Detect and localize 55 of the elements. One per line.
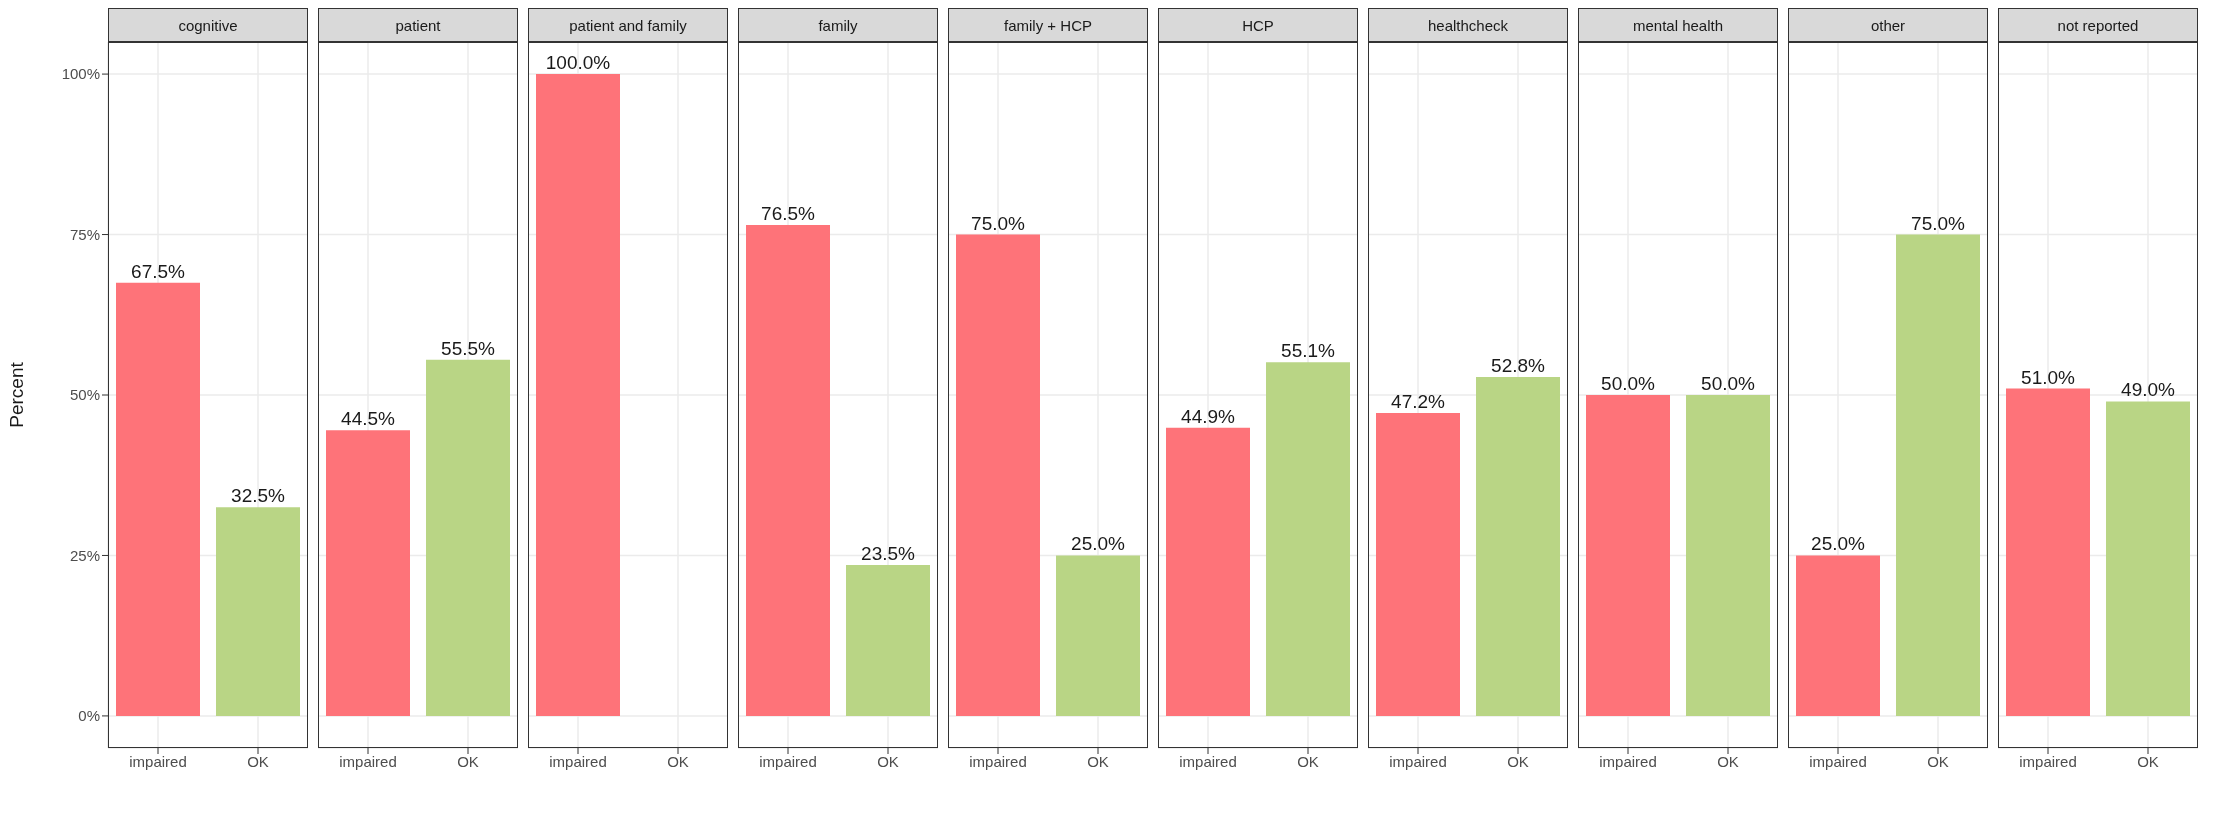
chart-title: patient [395,16,441,34]
data-label: 44.9% [1181,405,1236,427]
data-label: 55.5% [441,337,496,359]
data-label: 75.0% [971,212,1026,234]
chart-title: healthcheck [1427,16,1509,34]
x-tick-label: impaired [969,752,1027,770]
x-tick-label: OK [1297,752,1319,770]
data-label: 67.5% [131,260,186,282]
y-tick-label: 25% [69,546,100,564]
data-label: 32.5% [231,485,286,507]
chart-title: not reported [2057,16,2139,34]
data-label: 55.1% [1281,340,1336,362]
x-tick-label: impaired [1809,752,1867,770]
data-label: 23.5% [861,543,916,565]
data-label: 49.0% [2121,379,2176,401]
x-tick-label: OK [1927,752,1949,770]
chart-title: cognitive [178,16,238,34]
x-tick-label: OK [457,752,479,770]
x-tick-label: impaired [1389,752,1447,770]
x-tick-label: impaired [1599,752,1657,770]
data-label: 75.0% [1911,212,1966,234]
chart-title: other [1870,16,1906,34]
chart-title: mental health [1632,16,1724,34]
x-tick-label: OK [667,752,689,770]
data-label: 25.0% [1071,533,1126,555]
chart-title: patient and family [569,16,687,34]
y-tick-label: 50% [69,386,100,404]
data-label: 25.0% [1811,533,1866,555]
x-tick-label: impaired [129,752,187,770]
data-label: 50.0% [1601,373,1656,394]
x-tick-label: OK [2137,752,2159,770]
x-tick-label: impaired [549,752,607,770]
data-label: 52.8% [1491,355,1546,377]
chart-title: family [818,16,858,34]
x-tick-label: OK [1087,752,1109,770]
y-tick-label: 100% [61,65,100,83]
data-label: 51.0% [2021,366,2076,388]
y-tick-label: 0% [78,707,100,725]
y-axis-title: Percent [5,361,27,428]
chart-title: family + HCP [1004,16,1092,34]
x-tick-label: impaired [2019,752,2077,770]
y-tick-label: 75% [69,225,100,243]
x-tick-label: OK [1717,752,1739,770]
x-tick-label: impaired [339,752,397,770]
data-label: 100.0% [545,52,611,74]
x-tick-label: OK [1507,752,1529,770]
data-label: 44.5% [341,408,396,430]
data-label: 76.5% [761,202,816,224]
data-label: 47.2% [1391,390,1446,412]
chart-title: HCP [1242,16,1274,34]
x-tick-label: OK [877,752,899,770]
x-tick-label: impaired [1179,752,1237,770]
data-label: 50.0% [1701,373,1756,394]
x-tick-label: impaired [759,752,817,770]
x-tick-label: OK [247,752,269,770]
